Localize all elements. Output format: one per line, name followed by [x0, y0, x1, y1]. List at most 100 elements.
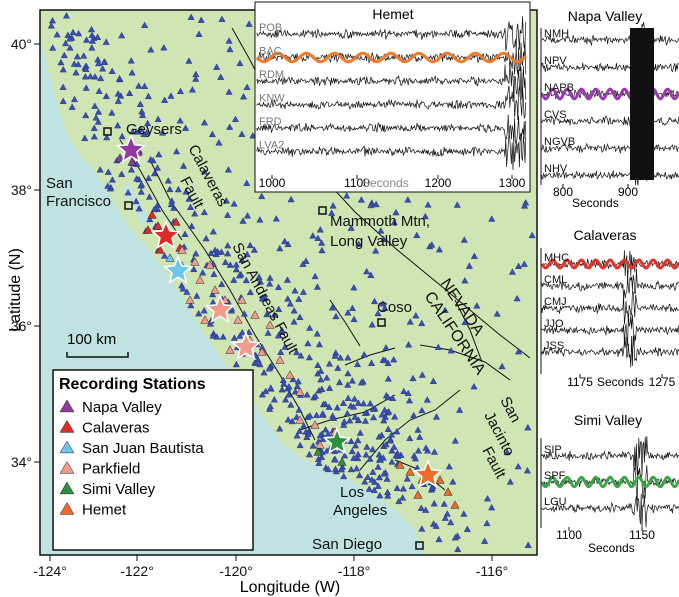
station-triangle [318, 385, 326, 392]
station-triangle [192, 250, 200, 257]
station-triangle [432, 522, 440, 529]
station-triangle [293, 382, 301, 390]
station-triangle [114, 121, 122, 129]
station-triangle [59, 65, 67, 73]
station-label: KNW [259, 93, 285, 105]
station-triangle [470, 382, 478, 390]
station-triangle [118, 31, 126, 39]
station-triangle [126, 89, 134, 96]
station-triangle [150, 205, 158, 213]
station-triangle [145, 193, 153, 200]
station-triangle [414, 447, 422, 454]
hemet-station-labels: POB BAC RDM KNW FRD LVA2 [259, 22, 285, 152]
station-triangle [82, 65, 90, 72]
seismogram-trace [256, 16, 527, 52]
station-triangle [118, 170, 126, 177]
station-triangle [353, 464, 361, 472]
station-triangle [295, 295, 303, 302]
station-triangle [266, 280, 274, 287]
station-triangle [238, 256, 246, 263]
station-triangle [382, 440, 390, 448]
station-triangle [453, 201, 461, 208]
station-triangle [364, 473, 372, 480]
x-tick-label: 900 [618, 185, 638, 199]
fault-line [419, 344, 511, 381]
station-triangle [249, 132, 257, 139]
station-triangle [390, 443, 398, 450]
station-triangle [374, 482, 382, 489]
station-triangle [127, 57, 135, 64]
station-triangle [424, 201, 432, 208]
station-triangle [336, 378, 344, 386]
station-triangle [295, 427, 304, 434]
station-triangle [205, 260, 215, 269]
station-triangle [68, 103, 76, 110]
lat-tick-label: 34° [11, 454, 32, 470]
station-triangle [319, 409, 327, 417]
station-star [204, 294, 236, 323]
station-triangle [188, 86, 196, 93]
station-triangle [344, 369, 352, 377]
station-triangle [324, 465, 332, 473]
station-triangle [88, 37, 97, 44]
station-triangle [236, 59, 244, 67]
station-triangle [498, 362, 506, 370]
seismogram-trace [541, 22, 679, 60]
station-triangle [209, 332, 217, 339]
legend-item-label: Parkfield [82, 461, 140, 478]
station-label: FRD [259, 116, 282, 128]
station-triangle [323, 374, 331, 381]
station-triangle [374, 463, 382, 470]
station-triangle [465, 262, 473, 269]
station-triangle [392, 208, 400, 216]
station-triangle [260, 368, 268, 376]
station-triangle [406, 434, 414, 442]
station-triangle [147, 210, 157, 219]
station-triangle [523, 466, 531, 474]
station-triangle [284, 295, 292, 302]
station-triangle [329, 202, 337, 209]
station-triangle [49, 44, 57, 51]
station-triangle [379, 454, 387, 461]
station-triangle [129, 128, 137, 135]
station-triangle [441, 514, 449, 521]
station-triangle [309, 232, 317, 239]
station-triangle [380, 416, 388, 424]
station-triangle [146, 215, 154, 223]
station-triangle [441, 306, 449, 313]
station-triangle [245, 20, 253, 27]
station-triangle [222, 197, 230, 204]
station-triangle [99, 65, 107, 72]
scale-line [66, 352, 129, 358]
station-label: MHC [544, 252, 569, 264]
station-triangle [155, 245, 165, 254]
station-triangle [354, 436, 362, 444]
station-triangle [473, 302, 481, 309]
station-triangle [379, 235, 388, 242]
station-triangle [144, 119, 152, 127]
station-triangle [361, 478, 369, 485]
station-triangle [92, 114, 100, 121]
station-triangle [97, 74, 105, 82]
station-triangle [128, 69, 136, 76]
station-triangle [224, 166, 232, 173]
station-triangle [100, 58, 108, 65]
station-triangle [370, 486, 378, 493]
geysers-square [103, 127, 112, 136]
seismogram-trace [256, 132, 527, 171]
station-triangle [153, 201, 162, 208]
station-triangle [403, 475, 411, 482]
station-triangle [137, 180, 146, 188]
station-triangle [82, 111, 90, 119]
station-triangle [280, 380, 288, 387]
station-triangle [506, 478, 514, 485]
calaveras-x-ticks: 1175 1275 [567, 374, 676, 389]
station-triangle [430, 499, 438, 507]
station-triangle [447, 518, 455, 526]
station-triangle [96, 166, 104, 173]
station-triangle [343, 192, 351, 199]
station-triangle [200, 306, 208, 314]
station-triangle [360, 350, 368, 358]
station-triangle [388, 447, 396, 454]
station-triangle [209, 227, 217, 235]
